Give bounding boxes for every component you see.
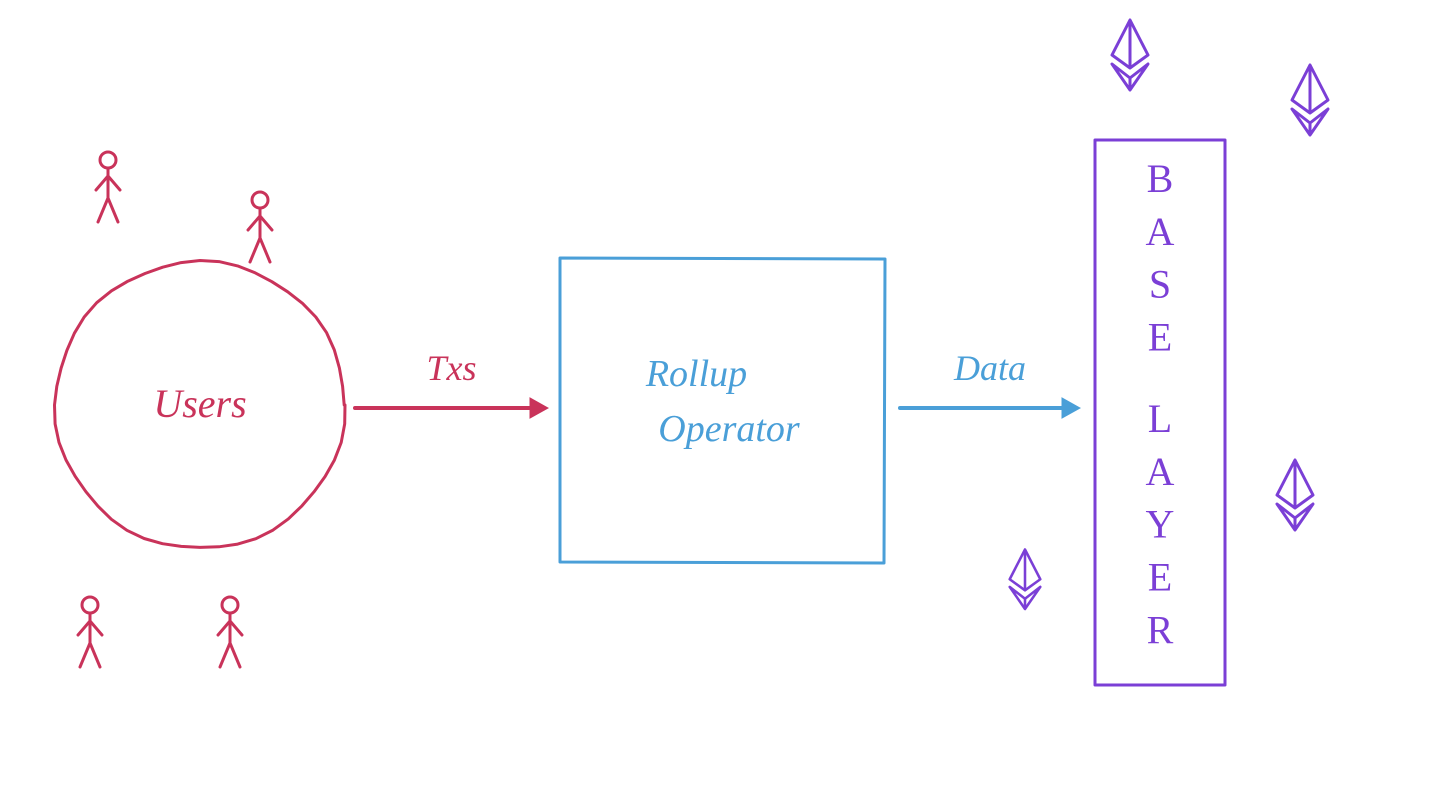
- ethereum-icon: [1010, 550, 1041, 610]
- arrow-label: Data: [953, 348, 1026, 388]
- base-layer-letter: B: [1147, 156, 1174, 201]
- arrow-head-icon: [1062, 398, 1080, 418]
- users-label: Users: [153, 381, 246, 426]
- ethereum-icon: [1277, 460, 1313, 530]
- arrow-head-icon: [530, 398, 548, 418]
- stick-figure-icon: [218, 597, 242, 667]
- base-layer-letter: L: [1148, 396, 1172, 441]
- stick-figure-icon: [78, 597, 102, 667]
- stick-figure-icon: [96, 152, 120, 222]
- stick-figure-icon: [248, 192, 272, 262]
- base-layer-letter: R: [1147, 607, 1174, 652]
- arrow-label: Txs: [426, 348, 476, 388]
- ethereum-icon: [1112, 20, 1148, 90]
- rollup-label-line2: Operator: [658, 408, 800, 450]
- ethereum-icon: [1292, 65, 1328, 135]
- base-layer-letter: A: [1146, 209, 1175, 254]
- base-layer-letter: E: [1148, 314, 1172, 359]
- rollup-label-line1: Rollup: [645, 353, 747, 395]
- base-layer-letter: E: [1148, 554, 1172, 599]
- base-layer-letter: Y: [1146, 502, 1175, 547]
- base-layer-letter: A: [1146, 449, 1175, 494]
- base-layer-letter: S: [1149, 262, 1171, 307]
